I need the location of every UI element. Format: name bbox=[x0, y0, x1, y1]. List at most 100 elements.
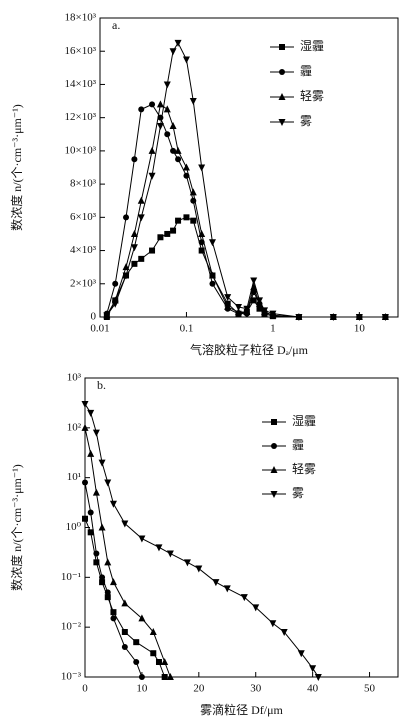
data-point bbox=[137, 214, 145, 222]
y-tick-label: 14×10³ bbox=[64, 78, 96, 90]
data-point bbox=[161, 674, 168, 680]
x-axis-label: 气溶胶粒子粒径 Dₐ/μm bbox=[190, 342, 309, 357]
data-point bbox=[174, 146, 182, 154]
data-point bbox=[149, 627, 157, 635]
data-point bbox=[212, 579, 220, 587]
data-point bbox=[131, 260, 138, 267]
y-tick-label: 4×10³ bbox=[70, 244, 97, 256]
y-tick-label: 12×10³ bbox=[64, 111, 96, 123]
data-point bbox=[175, 217, 182, 224]
data-point bbox=[99, 574, 106, 581]
data-point bbox=[137, 196, 145, 204]
y-tick-label: 10² bbox=[67, 421, 82, 433]
y-tick-label: 2×10³ bbox=[70, 277, 97, 289]
data-point bbox=[195, 565, 203, 573]
data-point bbox=[121, 599, 129, 607]
data-point bbox=[157, 234, 164, 241]
legend-marker bbox=[271, 419, 277, 425]
data-point bbox=[156, 100, 164, 108]
panel-label: a. bbox=[112, 18, 120, 32]
data-point bbox=[155, 544, 163, 552]
legend-label: 雾 bbox=[300, 114, 312, 128]
data-point bbox=[166, 550, 174, 558]
data-point bbox=[261, 307, 269, 315]
x-axis-label: 雾滴粒径 Df/μm bbox=[200, 702, 283, 717]
data-point bbox=[98, 523, 106, 531]
data-point bbox=[209, 280, 216, 287]
data-point bbox=[81, 401, 89, 409]
data-point bbox=[82, 479, 88, 486]
data-point bbox=[103, 312, 111, 320]
panel-label: b. bbox=[97, 378, 106, 392]
data-point bbox=[92, 488, 100, 496]
y-tick-label: 10⁻¹ bbox=[61, 571, 81, 583]
data-point bbox=[150, 650, 157, 657]
legend-label: 湿霾 bbox=[292, 413, 316, 428]
x-tick-label: 0 bbox=[82, 683, 88, 695]
series-line bbox=[106, 103, 386, 318]
data-point bbox=[104, 558, 112, 566]
data-point bbox=[166, 673, 174, 680]
legend-label: 湿霾 bbox=[300, 38, 324, 53]
y-tick-label: 8×10³ bbox=[70, 178, 97, 190]
data-point bbox=[280, 628, 288, 636]
data-point bbox=[190, 217, 197, 224]
data-point bbox=[98, 459, 106, 467]
legend-marker bbox=[279, 44, 285, 50]
data-point bbox=[133, 639, 140, 646]
data-point bbox=[121, 520, 129, 528]
data-point bbox=[198, 229, 206, 237]
data-point bbox=[198, 164, 206, 172]
legend-label: 霾 bbox=[292, 438, 304, 452]
x-tick-label: 1 bbox=[270, 323, 276, 335]
data-point bbox=[169, 121, 177, 129]
y-tick-label: 10¹ bbox=[67, 471, 81, 483]
data-point bbox=[130, 244, 138, 252]
data-point bbox=[223, 585, 231, 593]
data-point bbox=[131, 156, 138, 163]
data-point bbox=[269, 620, 277, 628]
data-point bbox=[182, 163, 190, 171]
data-point bbox=[183, 214, 190, 221]
data-point bbox=[170, 147, 177, 154]
data-point bbox=[112, 280, 119, 287]
legend-marker bbox=[271, 443, 277, 449]
data-point bbox=[138, 614, 146, 622]
y-tick-label: 0 bbox=[91, 311, 97, 323]
data-point bbox=[295, 314, 303, 321]
legend-label: 轻雾 bbox=[292, 462, 316, 476]
y-tick-label: 10×10³ bbox=[64, 144, 96, 156]
data-point bbox=[138, 674, 145, 680]
data-point bbox=[82, 515, 88, 522]
data-point bbox=[93, 550, 100, 557]
data-point bbox=[208, 239, 216, 247]
y-tick-label: 10³ bbox=[67, 372, 82, 384]
data-point bbox=[183, 559, 191, 567]
data-point bbox=[121, 643, 128, 650]
data-point bbox=[109, 500, 117, 508]
data-point bbox=[240, 594, 248, 602]
data-point bbox=[189, 188, 197, 196]
y-tick-label: 10⁻³ bbox=[61, 671, 82, 683]
data-point bbox=[163, 81, 171, 89]
data-point bbox=[149, 101, 156, 108]
x-tick-label: 30 bbox=[250, 683, 262, 695]
y-axis-label: 数浓度 n/(个·cm⁻³·μm⁻¹) bbox=[9, 104, 24, 231]
data-point bbox=[121, 628, 128, 635]
data-point bbox=[250, 297, 257, 304]
y-tick-label: 10⁰ bbox=[66, 521, 82, 533]
legend-marker bbox=[279, 69, 285, 75]
data-point bbox=[87, 449, 95, 457]
y-axis-label: 数浓度 n/(个·cm⁻³·μm⁻¹) bbox=[9, 464, 24, 591]
data-point bbox=[355, 314, 363, 321]
x-tick-label: 0.1 bbox=[180, 323, 194, 335]
data-point bbox=[182, 56, 190, 64]
x-tick-label: 50 bbox=[364, 683, 376, 695]
data-point bbox=[329, 314, 337, 321]
series-line bbox=[106, 103, 386, 318]
x-tick-label: 40 bbox=[307, 683, 319, 695]
data-point bbox=[234, 304, 242, 312]
y-tick-label: 18×10³ bbox=[64, 12, 96, 24]
y-tick-label: 16×10³ bbox=[64, 45, 96, 57]
